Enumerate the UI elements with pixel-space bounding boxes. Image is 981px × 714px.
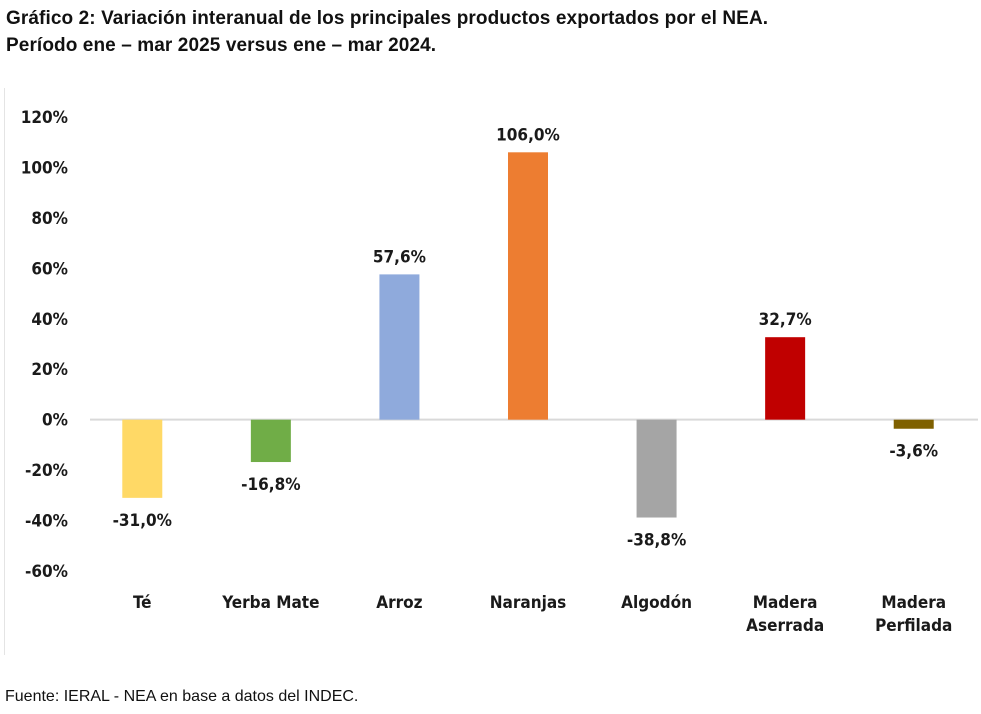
- chart-title-line-2: Período ene – mar 2025 versus ene – mar …: [6, 35, 437, 56]
- data-label: 106,0%: [496, 125, 560, 145]
- category-label: Madera: [881, 593, 946, 613]
- category-label: Perfilada: [875, 616, 952, 636]
- category-label: Naranjas: [490, 593, 567, 613]
- category-label: Arroz: [376, 593, 422, 613]
- chart-title: Gráfico 2: Variación interanual de los p…: [6, 5, 981, 59]
- y-tick-label: 20%: [31, 360, 68, 380]
- bar: [250, 419, 291, 463]
- data-label: 57,6%: [373, 247, 426, 267]
- data-label: 32,7%: [759, 310, 812, 330]
- bar: [636, 419, 677, 518]
- bar: [508, 152, 548, 420]
- bar: [765, 337, 806, 420]
- category-label: Yerba Mate: [221, 593, 319, 613]
- y-tick-label: 120%: [21, 108, 68, 128]
- data-label: -31,0%: [113, 511, 172, 531]
- data-label: -3,6%: [889, 442, 938, 462]
- data-label: -16,8%: [241, 475, 300, 495]
- y-tick-label: -60%: [25, 562, 68, 582]
- y-tick-label: 100%: [21, 158, 68, 178]
- y-tick-label: 0%: [42, 411, 68, 431]
- category-label: Aserrada: [746, 616, 824, 636]
- data-label: -38,8%: [627, 531, 686, 551]
- y-tick-label: 80%: [31, 209, 68, 229]
- chart-area-border: [4, 88, 979, 655]
- y-tick-label: -40%: [25, 512, 68, 532]
- bar: [379, 274, 420, 420]
- y-tick-label: 60%: [31, 259, 68, 279]
- y-tick-label: 40%: [31, 310, 68, 330]
- chart-title-line-1: Gráfico 2: Variación interanual de los p…: [6, 8, 769, 29]
- source-note: Fuente: IERAL - NEA en base a datos del …: [5, 688, 359, 705]
- y-tick-label: -20%: [25, 461, 68, 481]
- bar: [122, 419, 163, 498]
- bar: [893, 419, 934, 429]
- category-label: Algodón: [621, 593, 692, 613]
- category-label: Té: [133, 593, 152, 613]
- category-label: Madera: [753, 593, 818, 613]
